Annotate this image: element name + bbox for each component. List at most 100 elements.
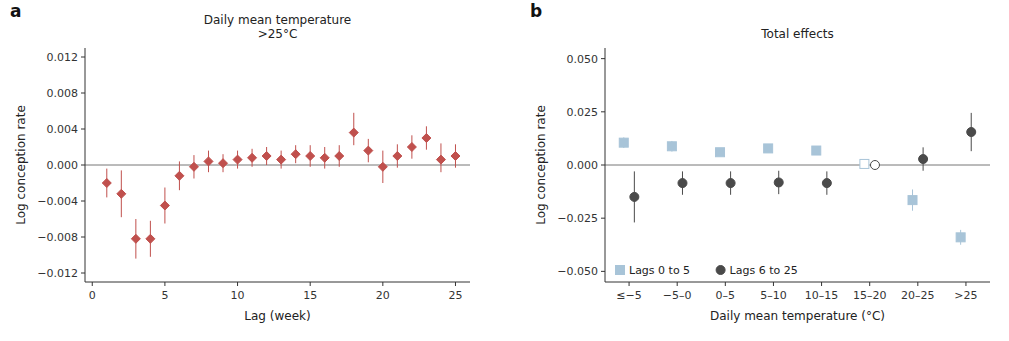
point: [393, 152, 402, 161]
y-tick: [601, 271, 605, 272]
point: [160, 201, 169, 210]
y-tick-label: 0.000: [47, 159, 79, 172]
marks: [102, 113, 460, 259]
y-tick: [81, 237, 85, 238]
point: [764, 144, 773, 153]
y-axis-label: Log conception rate: [534, 105, 548, 225]
y-tick: [601, 58, 605, 59]
x-tick-label: 20: [376, 289, 390, 302]
x-axis-line: [85, 282, 470, 283]
x-tick: [164, 282, 165, 286]
x-tick-label: 20–25: [901, 289, 935, 302]
y-tick: [81, 273, 85, 274]
point: [908, 196, 917, 205]
zero-line: [605, 165, 990, 166]
x-tick-label: 10–15: [805, 289, 839, 302]
x-tick-label: 25: [448, 289, 462, 302]
y-tick-label: −0.050: [557, 265, 598, 278]
y-tick: [81, 165, 85, 166]
legend: Lags 0 to 5 Lags 6 to 25: [616, 264, 798, 277]
panel-label: a: [10, 1, 21, 21]
legend-label: Lags 0 to 5: [629, 264, 690, 277]
y-tick-label: −0.025: [557, 212, 598, 225]
point: [860, 159, 869, 168]
point: [335, 152, 344, 161]
title-line: >25°C: [258, 27, 298, 41]
x-tick-label: 0: [89, 289, 96, 302]
y-tick-label: −0.004: [37, 195, 78, 208]
point: [436, 155, 445, 164]
x-tick-label: 15–20: [853, 289, 887, 302]
x-tick: [92, 282, 93, 286]
point: [262, 152, 271, 161]
point: [774, 178, 783, 187]
point: [726, 179, 735, 188]
y-tick-label: −0.012: [37, 267, 78, 280]
point: [219, 159, 228, 168]
zero-line: [85, 165, 470, 166]
y-tick-label: 0.050: [567, 53, 599, 66]
point: [870, 161, 879, 170]
x-tick-label: >25: [954, 289, 977, 302]
point: [102, 179, 111, 188]
title-line: Daily mean temperature: [204, 13, 351, 27]
x-tick: [869, 282, 870, 286]
x-axis-label: Lag (week): [244, 309, 310, 323]
point: [967, 128, 976, 137]
point: [822, 179, 831, 188]
title-line: Total effects: [760, 27, 833, 41]
point: [277, 155, 286, 164]
y-axis-label: Log conception rate: [14, 105, 28, 225]
legend-marker: [716, 266, 725, 275]
title: Daily mean temperature>25°C: [204, 13, 351, 41]
y-tick-label: 0.004: [47, 123, 79, 136]
y-tick: [81, 93, 85, 94]
marks: [619, 113, 975, 245]
legend-label: Lags 6 to 25: [730, 264, 798, 277]
x-tick: [310, 282, 311, 286]
legend-item: Lags 6 to 25: [716, 264, 798, 277]
x-tick-label: 10: [231, 289, 245, 302]
point: [678, 179, 687, 188]
point: [716, 148, 725, 157]
y-tick-label: 0.025: [567, 106, 599, 119]
point: [630, 192, 639, 201]
y-tick-label: 0.012: [47, 51, 79, 64]
point: [956, 233, 965, 242]
point: [248, 153, 257, 162]
x-tick-label: 5: [161, 289, 168, 302]
point: [349, 128, 358, 137]
y-tick: [601, 111, 605, 112]
x-tick: [629, 282, 630, 286]
x-tick-label: 5–10: [760, 289, 787, 302]
x-tick: [677, 282, 678, 286]
point: [204, 157, 213, 166]
point: [146, 234, 155, 243]
point: [117, 189, 126, 198]
x-tick: [725, 282, 726, 286]
y-tick-label: 0.000: [567, 159, 599, 172]
point: [422, 134, 431, 143]
x-tick: [455, 282, 456, 286]
legend-marker: [616, 266, 625, 275]
y-tick: [81, 129, 85, 130]
y-tick: [81, 57, 85, 58]
panel: −0.012−0.008−0.0040.0000.0040.0080.01205…: [10, 1, 470, 323]
x-tick: [773, 282, 774, 286]
x-tick-label: ≤−5: [616, 289, 641, 302]
x-tick-label: 0–5: [716, 289, 736, 302]
y-tick: [601, 218, 605, 219]
x-tick: [382, 282, 383, 286]
point: [812, 146, 821, 155]
point: [364, 146, 373, 155]
point: [407, 143, 416, 152]
point: [919, 155, 928, 164]
x-tick-label: 15: [303, 289, 317, 302]
legend-item: Lags 0 to 5: [616, 264, 691, 277]
point: [320, 153, 329, 162]
x-axis-label: Daily mean temperature (°C): [710, 309, 885, 323]
x-tick-label: −5–0: [663, 289, 692, 302]
x-tick: [821, 282, 822, 286]
title: Total effects: [760, 27, 833, 41]
point: [233, 155, 242, 164]
